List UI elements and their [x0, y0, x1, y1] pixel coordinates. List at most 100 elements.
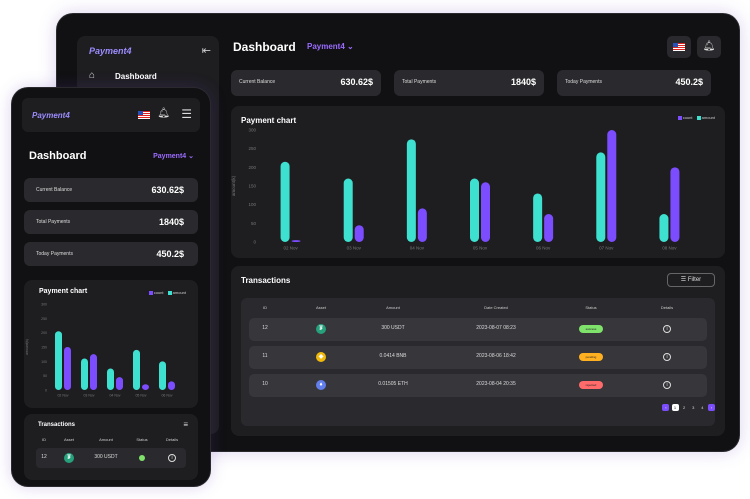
legend-swatch-count [148, 290, 153, 295]
stat-total-payments: Total Payments 1840$ [394, 70, 544, 96]
bar-count[interactable] [670, 167, 680, 242]
stat-label: Current Balance [239, 79, 276, 85]
cell-amount: 0.0414 BNB [379, 353, 407, 359]
stat-total-payments: Total Payments 1840$ [24, 210, 198, 234]
x-tick-label: 04 Nov [410, 246, 425, 251]
bar-count[interactable] [417, 208, 427, 242]
y-tick-label: 200 [248, 165, 256, 170]
stat-label: Today Payments [36, 251, 73, 257]
language-button[interactable] [667, 36, 691, 58]
notification-bell-icon[interactable]: 🔔︎ [157, 108, 170, 119]
bar-count[interactable] [142, 384, 149, 390]
legend-label-amount: amount [172, 290, 186, 295]
bar-count[interactable] [481, 182, 490, 242]
account-selector[interactable]: Payment4 ⌄ [307, 42, 354, 51]
filter-button[interactable]: ☰ Filter [667, 273, 715, 287]
bar-count[interactable] [607, 130, 617, 242]
sidebar-item-dashboard[interactable]: Dashboard [115, 72, 157, 81]
logo[interactable]: Payment4 [89, 46, 132, 56]
chart-title: Payment chart [241, 116, 297, 125]
bar-amount[interactable] [280, 161, 290, 242]
bar-count[interactable] [168, 381, 175, 390]
table-row[interactable]: 11 ◆ 0.0414 BNB 2023-08-06 18:42 pending… [249, 346, 707, 369]
stat-label: Total Payments [402, 79, 437, 85]
bar-amount[interactable] [659, 214, 669, 242]
page-button[interactable]: 4 [701, 405, 704, 410]
bar-count[interactable] [116, 377, 123, 390]
legend-label-amount: amount [701, 115, 715, 120]
phone-device: Payment4 🔔︎ ☰ Dashboard Payment4 ⌄ Curre… [12, 88, 210, 486]
bar-count[interactable] [544, 214, 554, 242]
collapse-sidebar-icon[interactable]: ⇤ [201, 45, 211, 57]
payment-chart-card: Payment chart count amount amount(k) 300 2… [231, 106, 725, 258]
pagination: ‹ 1 2 3 4 › [661, 404, 715, 411]
status-badge: pending [579, 353, 603, 361]
table-row[interactable]: 12 ₮ 300 USDT 2023-08-07 08:23 success i [249, 318, 707, 341]
y-axis-label: amount(k) [25, 339, 29, 355]
status-badge: rejected [579, 381, 603, 389]
page-button[interactable]: 1 [671, 404, 679, 411]
filter-icon: ☰ [680, 277, 688, 283]
page-button[interactable]: 2 [683, 405, 686, 410]
details-info-icon[interactable]: i [168, 454, 176, 462]
transactions-title: Transactions [38, 422, 76, 428]
x-tick-label: 07 Nov [599, 246, 614, 251]
transactions-title: Transactions [241, 276, 291, 285]
column-header-date: Date Created [484, 305, 508, 310]
bar-count[interactable] [354, 225, 364, 242]
notification-bell-icon[interactable]: 🔔︎ [697, 36, 721, 58]
bar-count[interactable] [90, 354, 97, 390]
x-tick-label: 05 Nov [135, 394, 146, 398]
filter-icon[interactable]: ≡ [183, 420, 188, 429]
page-title: Dashboard [29, 150, 87, 162]
stat-value: 1840$ [158, 217, 184, 227]
bar-amount[interactable] [533, 193, 543, 242]
prev-page-button[interactable]: ‹ [662, 404, 670, 411]
bar-amount[interactable] [406, 139, 416, 242]
stat-current-balance: Current Balance 630.62$ [231, 70, 381, 96]
bar-count[interactable] [291, 240, 301, 242]
table-row[interactable]: 12 ₮ 300 USDT i [36, 448, 186, 468]
chart-title: Payment chart [39, 288, 88, 295]
y-tick-label: 300 [248, 128, 256, 133]
details-info-icon[interactable]: i [663, 353, 671, 361]
bar-count[interactable] [64, 347, 71, 390]
mobile-header: Payment4 🔔︎ ☰ [22, 98, 200, 132]
account-selector[interactable]: Payment4 ⌄ [153, 153, 194, 160]
main-content: Dashboard Payment4 ⌄ 🔔︎ Current Balance … [231, 28, 725, 437]
chart-legend: count amount [675, 115, 715, 120]
page-button[interactable]: 3 [692, 405, 695, 410]
bar-amount[interactable] [343, 178, 353, 242]
table-row[interactable]: 10 ♦ 0.01505 ETH 2023-08-04 20:35 reject… [249, 374, 707, 397]
us-flag-icon[interactable] [138, 111, 150, 119]
details-info-icon[interactable]: i [663, 381, 671, 389]
stat-label: Today Payments [565, 79, 602, 85]
bar-amount[interactable] [159, 361, 166, 390]
bnb-icon: ◆ [316, 352, 326, 362]
hamburger-menu-icon[interactable]: ☰ [181, 107, 192, 121]
column-header-amount: Amount [99, 437, 113, 442]
column-header-status: Status [585, 305, 597, 310]
cell-amount: 0.01505 ETH [378, 381, 408, 387]
x-tick-label: 02 Nov [283, 246, 298, 251]
bar-amount[interactable] [81, 358, 88, 390]
y-tick-label: 200 [41, 331, 47, 335]
bar-amount[interactable] [596, 152, 606, 242]
filter-label: Filter [687, 277, 702, 283]
column-header-details: Details [660, 305, 674, 310]
bar-amount[interactable] [470, 178, 479, 242]
details-info-icon[interactable]: i [663, 325, 671, 333]
bar-amount[interactable] [55, 331, 62, 390]
column-header-id: ID [42, 437, 46, 442]
column-header-id: ID [263, 305, 267, 310]
bar-amount[interactable] [133, 349, 140, 390]
y-tick-label: 0 [253, 240, 256, 245]
logo[interactable]: Payment4 [32, 111, 70, 120]
stat-value: 630.62$ [151, 185, 184, 195]
y-tick-label: 150 [41, 346, 47, 350]
bar-amount[interactable] [107, 368, 114, 391]
next-page-button[interactable]: › [708, 404, 715, 411]
stat-current-balance: Current Balance 630.62$ [24, 178, 198, 202]
legend-swatch-amount [167, 290, 172, 295]
x-tick-label: 02 Nov [57, 394, 68, 398]
